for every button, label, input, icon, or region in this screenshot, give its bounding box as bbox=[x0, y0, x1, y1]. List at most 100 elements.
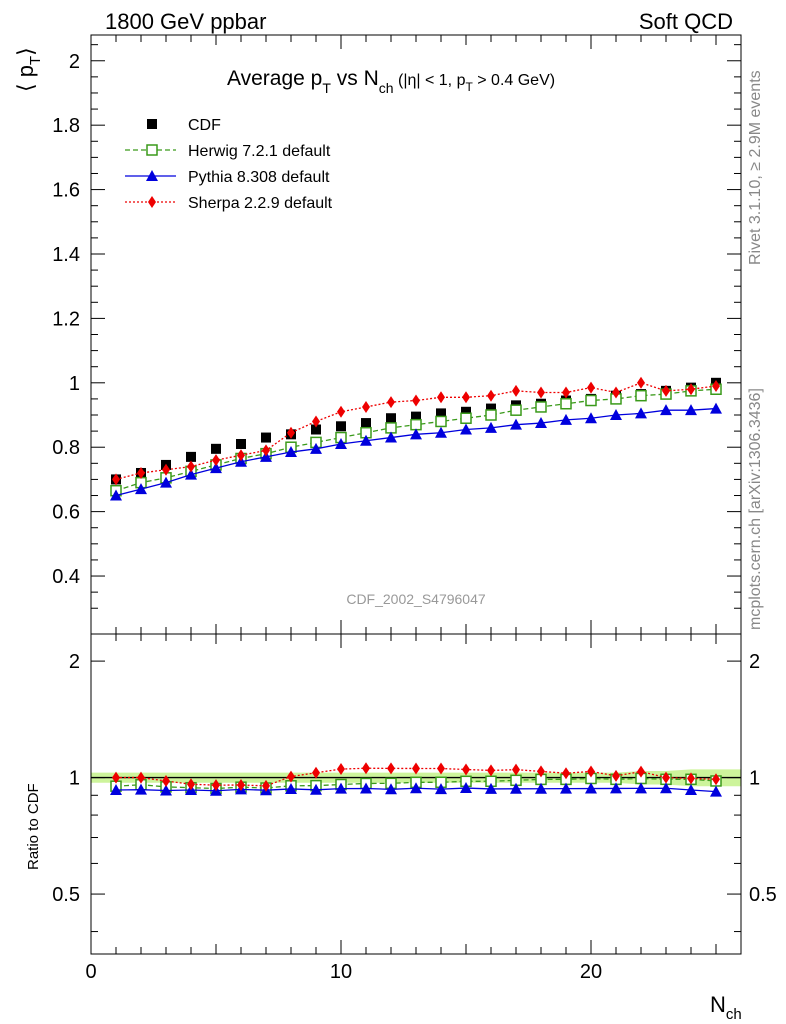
data-point bbox=[660, 404, 672, 416]
main-ticks: 0.4 0.6 0.8 1 1.2 1.4 1.6 1.8 2 bbox=[52, 35, 742, 634]
data-point bbox=[610, 409, 622, 421]
mcplots-label: mcplots.cern.ch [arXiv:1306.3436] bbox=[747, 388, 764, 630]
ratio-point bbox=[587, 765, 595, 778]
ratio-point bbox=[135, 783, 147, 795]
data-point bbox=[562, 386, 570, 399]
ratio-point bbox=[237, 779, 245, 792]
x-tick-label: 0 bbox=[85, 961, 96, 983]
data-point bbox=[386, 413, 396, 424]
data-point bbox=[487, 389, 495, 402]
data-point bbox=[460, 412, 472, 424]
ratio-point bbox=[610, 782, 622, 794]
data-point bbox=[236, 438, 246, 449]
data-point bbox=[535, 401, 547, 413]
ratio-point bbox=[287, 770, 295, 783]
ratio-point bbox=[637, 765, 645, 778]
y-tick-label: 1.2 bbox=[52, 308, 80, 330]
chart-title: Average pT vs Nch (|η| < 1, pT > 0.4 GeV… bbox=[227, 67, 555, 96]
ratio-y-tick-label: 2 bbox=[69, 651, 80, 673]
ratio-point bbox=[560, 782, 572, 794]
data-point bbox=[312, 415, 320, 428]
ratio-point bbox=[562, 767, 570, 780]
data-point bbox=[287, 426, 295, 439]
ratio-point bbox=[437, 762, 445, 775]
data-point bbox=[335, 437, 347, 449]
ratio-y-label: Ratio to CDF bbox=[25, 783, 42, 870]
ratio-point bbox=[387, 762, 395, 775]
data-point bbox=[485, 421, 497, 433]
ratio-point bbox=[410, 782, 422, 794]
ratio-series bbox=[110, 762, 722, 797]
ratio-point bbox=[310, 783, 322, 795]
data-point bbox=[410, 428, 422, 440]
legend-label: Sherpa 2.2.9 default bbox=[188, 195, 333, 212]
data-point bbox=[486, 403, 496, 414]
ratio-point bbox=[660, 782, 672, 794]
data-point bbox=[635, 407, 647, 419]
y-tick-label: 1.8 bbox=[52, 115, 80, 137]
ratio-panel: 0.5 0.51 12 20 10 20 Ratio to CDF Nch bbox=[25, 633, 777, 1023]
data-point bbox=[160, 476, 172, 488]
ratio-point bbox=[137, 771, 145, 784]
data-point bbox=[410, 418, 422, 431]
data-point bbox=[187, 460, 195, 473]
data-point bbox=[585, 394, 597, 407]
ratio-y-tick-label-right: 0.5 bbox=[749, 884, 777, 906]
data-point bbox=[560, 397, 572, 410]
data-point bbox=[237, 449, 245, 462]
ratio-point bbox=[212, 779, 220, 792]
data-point bbox=[612, 386, 620, 399]
data-point bbox=[710, 402, 722, 414]
ratio-point bbox=[362, 762, 370, 775]
ratio-point bbox=[485, 782, 497, 794]
ratio-point bbox=[585, 782, 597, 794]
rivet-label: Rivet 3.1.10, ≥ 2.9M events bbox=[747, 70, 764, 265]
ratio-y-tick-label: 1 bbox=[69, 768, 80, 790]
ratio-point bbox=[635, 782, 647, 794]
data-point bbox=[186, 451, 196, 462]
data-point bbox=[587, 381, 595, 394]
y-tick-label: 0.4 bbox=[52, 566, 80, 588]
ratio-ticks: 0.5 0.51 12 20 10 20 bbox=[52, 634, 777, 983]
data-point bbox=[137, 466, 145, 479]
data-point bbox=[110, 489, 122, 501]
y-tick-label: 0.6 bbox=[52, 502, 80, 524]
data-point bbox=[362, 400, 370, 413]
ratio-point bbox=[262, 779, 270, 792]
data-point bbox=[162, 463, 170, 476]
legend-label: CDF bbox=[188, 117, 221, 134]
data-point bbox=[337, 405, 345, 418]
header-left: 1800 GeV ppbar bbox=[105, 9, 266, 34]
data-point bbox=[537, 386, 545, 399]
data-point bbox=[460, 423, 472, 435]
data-point bbox=[510, 418, 522, 430]
y-tick-label: 2 bbox=[69, 51, 80, 73]
data-point bbox=[112, 473, 120, 486]
ratio-series-3 bbox=[112, 762, 720, 792]
data-point bbox=[385, 422, 397, 434]
ratio-point bbox=[112, 771, 120, 784]
ratio-y-tick-label-right: 1 bbox=[749, 768, 760, 790]
data-point bbox=[185, 468, 197, 480]
ratio-point bbox=[510, 782, 522, 794]
analysis-watermark: CDF_2002_S4796047 bbox=[346, 591, 486, 607]
legend-label: Pythia 8.308 default bbox=[188, 169, 330, 186]
ratio-point bbox=[662, 771, 670, 784]
ratio-point bbox=[462, 763, 470, 776]
ratio-point bbox=[187, 778, 195, 791]
data-point bbox=[261, 432, 271, 443]
data-point bbox=[310, 442, 322, 454]
ratio-point bbox=[110, 784, 122, 796]
legend-marker bbox=[147, 119, 157, 129]
ratio-point bbox=[685, 783, 697, 795]
ratio-series-2 bbox=[110, 782, 722, 797]
data-point bbox=[360, 434, 372, 446]
data-point bbox=[211, 443, 221, 454]
data-point bbox=[635, 389, 647, 402]
data-point bbox=[685, 404, 697, 416]
data-point bbox=[387, 396, 395, 409]
ratio-point bbox=[162, 774, 170, 787]
data-point bbox=[436, 408, 446, 419]
y-axis-label: ⟨ pT⟩ bbox=[13, 47, 44, 92]
y-tick-label: 1 bbox=[69, 373, 80, 395]
